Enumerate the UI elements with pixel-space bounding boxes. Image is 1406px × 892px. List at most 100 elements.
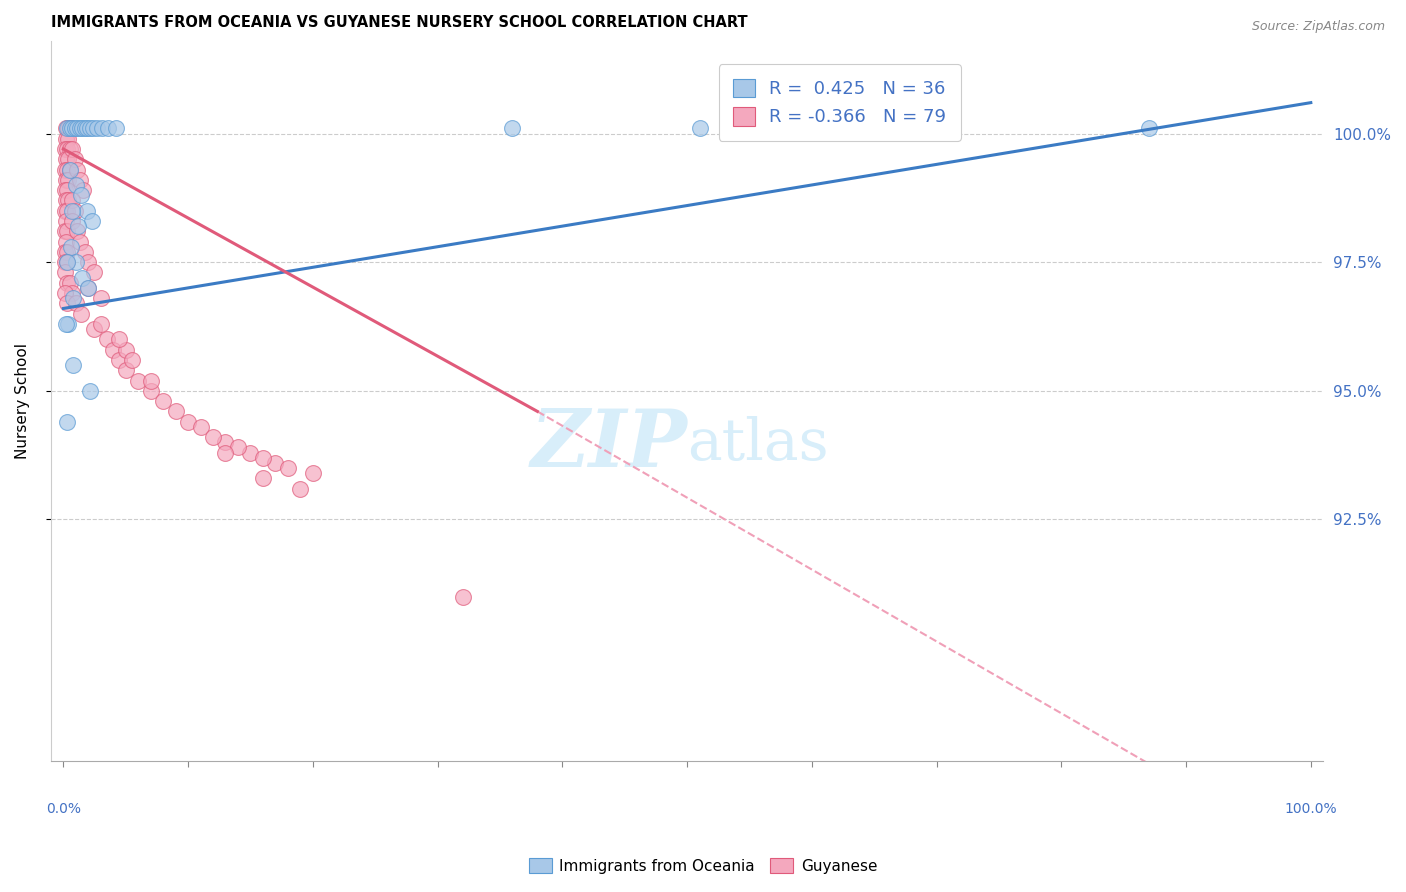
Point (55, 235, 77, 249)
Point (56, 121, 79, 136)
Point (60, 286, 83, 301)
Point (103, 343, 125, 357)
Point (58, 162, 80, 177)
Point (55, 214, 77, 228)
Point (80, 214, 103, 228)
Point (59, 121, 82, 136)
Point (58, 194, 80, 208)
Point (97, 121, 120, 136)
Legend: Immigrants from Oceania, Guyanese: Immigrants from Oceania, Guyanese (523, 852, 883, 880)
Point (252, 450, 274, 465)
Point (501, 121, 523, 136)
Text: atlas: atlas (688, 417, 828, 473)
Point (139, 384, 162, 398)
Point (90, 291, 112, 305)
Point (73, 121, 96, 136)
Point (65, 296, 87, 310)
Point (53, 244, 76, 259)
Point (55, 121, 77, 136)
Point (63, 153, 86, 167)
Point (301, 466, 323, 480)
Y-axis label: Nursery School: Nursery School (15, 343, 30, 459)
Point (69, 173, 91, 187)
Point (63, 121, 86, 136)
Point (60, 121, 83, 136)
Point (58, 121, 80, 136)
Point (104, 121, 127, 136)
Point (55, 153, 77, 167)
Point (201, 430, 224, 444)
Point (77, 255, 100, 269)
Point (56, 276, 79, 290)
Point (77, 281, 100, 295)
Point (56, 255, 79, 269)
Point (70, 270, 93, 285)
Point (83, 265, 105, 279)
Point (114, 343, 136, 357)
Point (152, 394, 174, 409)
Point (62, 291, 84, 305)
Point (53, 255, 76, 269)
Point (252, 471, 274, 485)
Point (69, 121, 91, 136)
Text: ZIP: ZIP (530, 406, 688, 483)
Point (56, 296, 79, 310)
Point (53, 142, 76, 156)
Point (108, 353, 131, 368)
Point (58, 162, 80, 177)
Point (127, 374, 149, 388)
Point (53, 183, 76, 197)
Point (58, 121, 80, 136)
Point (56, 255, 79, 269)
Point (108, 332, 131, 346)
Point (58, 153, 80, 167)
Point (121, 353, 143, 368)
Point (59, 240, 82, 254)
Point (58, 142, 80, 156)
Point (76, 203, 98, 218)
Text: 100.0%: 100.0% (1285, 803, 1337, 816)
Point (53, 203, 76, 218)
Point (264, 456, 287, 470)
Point (53, 224, 76, 238)
Text: IMMIGRANTS FROM OCEANIA VS GUYANESE NURSERY SCHOOL CORRELATION CHART: IMMIGRANTS FROM OCEANIA VS GUYANESE NURS… (51, 15, 748, 30)
Legend: R =  0.425   N = 36, R = -0.366   N = 79: R = 0.425 N = 36, R = -0.366 N = 79 (718, 64, 960, 141)
Point (451, 590, 474, 604)
Point (66, 224, 89, 238)
Point (165, 404, 187, 418)
Point (53, 162, 76, 177)
Point (69, 307, 91, 321)
Point (69, 188, 91, 202)
Point (69, 235, 91, 249)
Point (70, 121, 93, 136)
Point (53, 286, 76, 301)
Point (67, 219, 90, 234)
Point (60, 194, 83, 208)
Point (63, 203, 86, 218)
Point (55, 194, 77, 208)
Point (56, 183, 79, 197)
Point (73, 244, 96, 259)
Point (77, 281, 100, 295)
Point (60, 214, 83, 228)
Point (55, 173, 77, 187)
Point (65, 178, 87, 192)
Point (56, 162, 79, 177)
Point (290, 482, 312, 496)
Point (55, 131, 77, 145)
Point (114, 363, 136, 377)
Point (177, 415, 200, 429)
Point (86, 121, 108, 136)
Point (239, 445, 262, 459)
Point (96, 332, 118, 346)
Point (60, 203, 83, 218)
Point (62, 358, 84, 372)
Point (58, 173, 80, 187)
Point (190, 420, 212, 434)
Point (226, 441, 249, 455)
Text: Source: ZipAtlas.com: Source: ZipAtlas.com (1251, 20, 1385, 33)
Point (91, 121, 114, 136)
Point (82, 121, 104, 136)
Point (53, 265, 76, 279)
Point (58, 276, 80, 290)
